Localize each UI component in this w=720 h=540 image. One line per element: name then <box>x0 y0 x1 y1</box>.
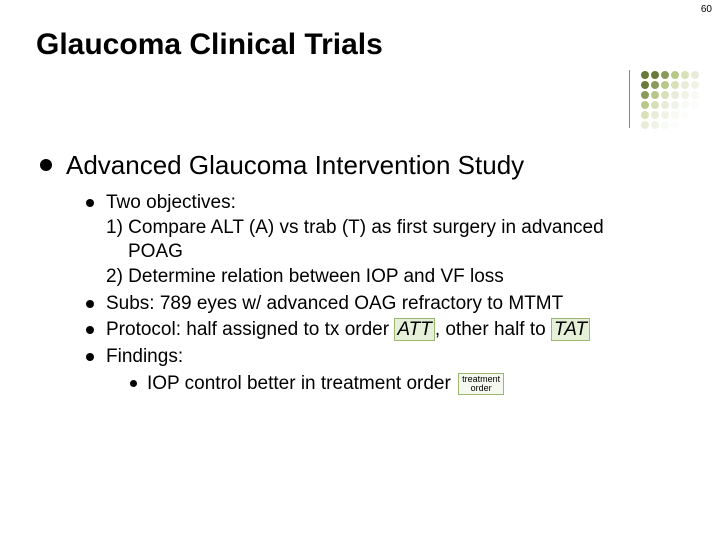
callout-box: treatment order <box>458 373 504 395</box>
decorative-dot-grid <box>640 70 700 130</box>
text-segment: Protocol: half assigned to tx order <box>106 319 394 340</box>
list-text: Protocol: half assigned to tx order ATT,… <box>106 318 590 343</box>
page-title: Glaucoma Clinical Trials <box>36 28 383 62</box>
text-line: 1) Compare ALT (A) vs trab (T) as first … <box>106 217 604 238</box>
bullet-icon <box>86 326 94 334</box>
list-item: Protocol: half assigned to tx order ATT,… <box>86 318 690 343</box>
heading-row: Advanced Glaucoma Intervention Study <box>40 150 690 181</box>
content-area: Advanced Glaucoma Intervention Study Two… <box>40 150 690 399</box>
text-line: Findings: <box>106 346 183 367</box>
text-segment: IOP control better in treatment order <box>147 373 451 394</box>
list-text: Subs: 789 eyes w/ advanced OAG refractor… <box>106 292 563 317</box>
text-line: POAG <box>106 240 604 265</box>
text-line: 2) Determine relation between IOP and VF… <box>106 266 504 287</box>
highlight: TAT <box>551 318 590 341</box>
bullet-icon <box>86 300 94 308</box>
list-item: Two objectives: 1) Compare ALT (A) vs tr… <box>86 191 690 290</box>
bullet-icon <box>86 353 94 361</box>
list-item: Findings: IOP control better in treatmen… <box>86 345 690 396</box>
text-line: Two objectives: <box>106 192 236 213</box>
list-text: Findings: IOP control better in treatmen… <box>106 345 504 396</box>
sub-sub-list: IOP control better in treatment order tr… <box>130 372 504 397</box>
bullet-icon <box>86 199 94 207</box>
slide-number: 60 <box>701 4 712 15</box>
divider-line <box>629 70 630 128</box>
list-text: IOP control better in treatment order tr… <box>147 372 504 397</box>
heading-text: Advanced Glaucoma Intervention Study <box>66 150 524 181</box>
sub-list: Two objectives: 1) Compare ALT (A) vs tr… <box>86 191 690 397</box>
box-line: order <box>471 383 492 393</box>
highlight: ATT <box>394 318 434 341</box>
list-item: IOP control better in treatment order tr… <box>130 372 504 397</box>
list-text: Two objectives: 1) Compare ALT (A) vs tr… <box>106 191 604 290</box>
bullet-icon <box>130 380 137 387</box>
bullet-icon <box>40 159 52 171</box>
list-item: Subs: 789 eyes w/ advanced OAG refractor… <box>86 292 690 317</box>
text-segment: , other half to <box>435 319 551 340</box>
